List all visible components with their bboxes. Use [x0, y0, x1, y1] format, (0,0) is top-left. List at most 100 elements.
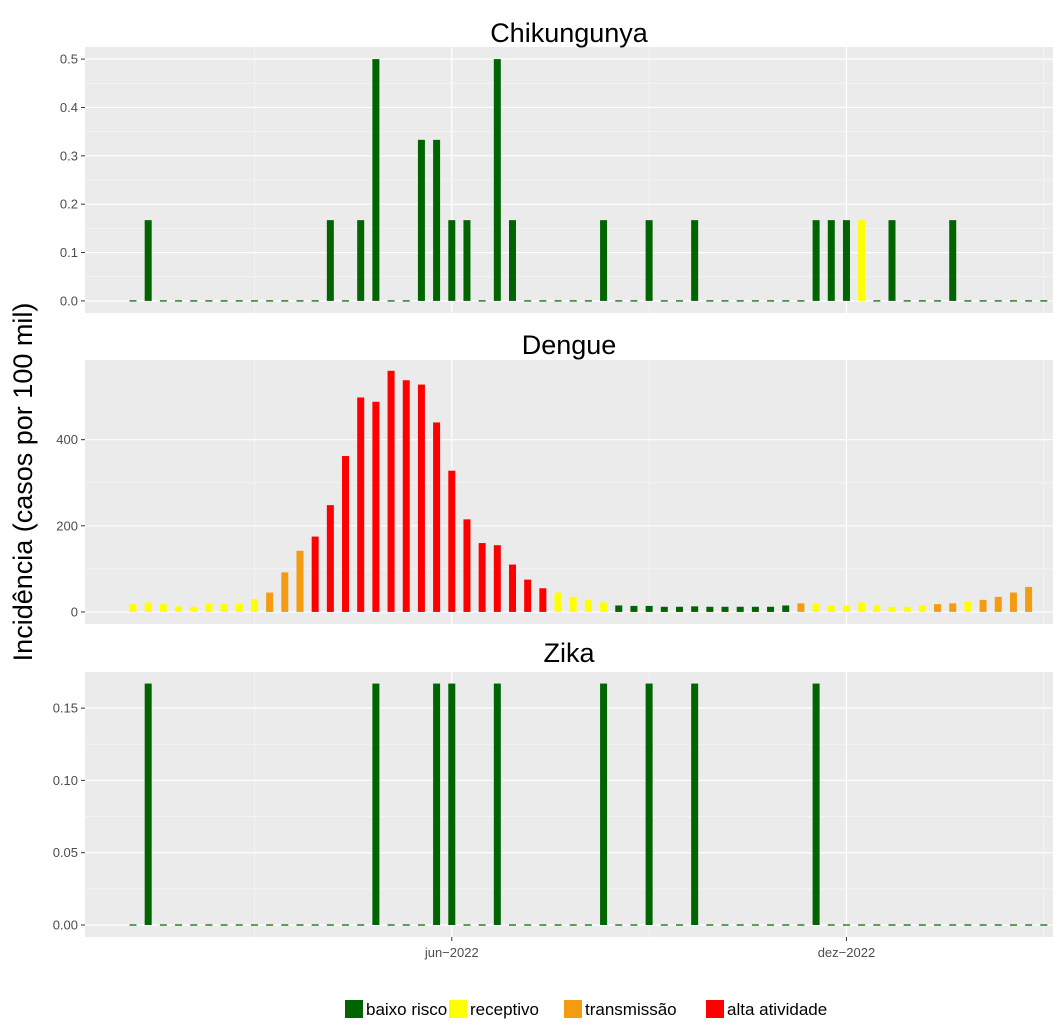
- bar: [979, 300, 987, 302]
- bar: [554, 592, 562, 612]
- bar: [1025, 300, 1033, 302]
- y-tick-label: 0.4: [60, 100, 78, 115]
- panel-background: [85, 360, 1053, 624]
- bar: [691, 683, 699, 926]
- bar: [600, 602, 608, 612]
- bar: [600, 220, 608, 301]
- bar: [645, 605, 653, 612]
- y-tick-label: 0.2: [60, 197, 78, 212]
- y-tick-label: 0.5: [60, 52, 78, 67]
- bar: [250, 924, 258, 926]
- bar: [357, 220, 365, 301]
- bar: [266, 592, 274, 612]
- bar: [1025, 586, 1033, 612]
- bar: [706, 300, 714, 302]
- y-tick-label: 0: [71, 604, 78, 619]
- bar: [387, 370, 395, 612]
- bar: [402, 380, 410, 612]
- bar: [964, 924, 972, 926]
- bar: [660, 924, 668, 926]
- bar: [144, 220, 152, 301]
- bar: [873, 605, 881, 612]
- bar: [190, 300, 198, 302]
- bar: [190, 606, 198, 612]
- bar: [387, 300, 395, 302]
- bar: [175, 924, 183, 926]
- bar: [311, 924, 319, 926]
- y-tick-label: 0.00: [53, 918, 78, 933]
- bar: [767, 606, 775, 612]
- bar: [281, 300, 289, 302]
- bar: [509, 564, 516, 612]
- bar: [296, 550, 304, 612]
- y-tick-label: 0.3: [60, 148, 78, 163]
- bar: [326, 924, 334, 926]
- bar: [250, 300, 258, 302]
- bar: [387, 924, 395, 926]
- bar: [296, 300, 304, 302]
- bar: [736, 606, 744, 612]
- bar: [159, 300, 167, 302]
- bar: [842, 924, 850, 926]
- bar: [691, 606, 699, 612]
- bar: [994, 924, 1002, 926]
- bar: [342, 924, 350, 926]
- y-tick-label: 400: [56, 432, 78, 447]
- bar: [782, 924, 790, 926]
- bar: [827, 605, 835, 612]
- bar: [934, 924, 942, 926]
- bar: [584, 300, 592, 302]
- bar: [949, 220, 957, 301]
- panel-zika: 0.00 0.05 0.10 0.15 Zika: [53, 638, 1053, 937]
- legend-item: transmissão: [564, 1000, 677, 1019]
- bar: [675, 300, 683, 302]
- bar: [433, 422, 441, 612]
- bar: [1040, 300, 1048, 302]
- panel-title: Zika: [543, 638, 595, 668]
- y-tick-label: 200: [56, 518, 78, 533]
- bar: [751, 606, 759, 612]
- bar: [949, 924, 957, 926]
- bar: [979, 924, 987, 926]
- bar: [326, 505, 334, 612]
- bar: [478, 543, 486, 612]
- bar: [751, 300, 759, 302]
- y-axis-label: Incidência (casos por 100 mil): [8, 303, 38, 662]
- bar: [493, 59, 501, 301]
- y-tick-label: 0.10: [53, 773, 78, 788]
- bar: [584, 599, 592, 612]
- bar: [175, 300, 183, 302]
- bar: [311, 536, 319, 612]
- chart-panels: 0.0 0.1 0.2 0.3 0.4 0.5 Chikungunya 0 200 400 Deng…: [53, 18, 1053, 937]
- bar: [159, 604, 167, 612]
- bar: [235, 924, 243, 926]
- bar: [994, 300, 1002, 302]
- bar: [372, 59, 380, 301]
- legend-label: receptivo: [470, 1000, 539, 1019]
- bar: [144, 602, 152, 612]
- x-tick-label: dez−2022: [818, 945, 875, 960]
- bar: [660, 606, 668, 612]
- y-tick-label: 0.0: [60, 293, 78, 308]
- bar: [1009, 924, 1017, 926]
- bar: [751, 924, 759, 926]
- y-tick-label: 0.1: [60, 245, 78, 260]
- panel-title: Chikungunya: [490, 18, 649, 48]
- bar: [433, 139, 441, 301]
- bar: [873, 300, 881, 302]
- bar: [448, 683, 456, 926]
- bar: [615, 300, 623, 302]
- bar: [584, 924, 592, 926]
- bar: [706, 606, 714, 612]
- panel-dengue: 0 200 400 Dengue: [56, 330, 1053, 624]
- y-tick-label: 0.15: [53, 701, 78, 716]
- bar: [827, 220, 835, 301]
- bar: [858, 602, 866, 612]
- bar: [888, 606, 896, 612]
- bar: [417, 139, 425, 301]
- bar: [615, 605, 623, 612]
- bar: [463, 924, 471, 926]
- bar: [903, 606, 911, 612]
- bar: [994, 596, 1002, 612]
- bar: [296, 924, 304, 926]
